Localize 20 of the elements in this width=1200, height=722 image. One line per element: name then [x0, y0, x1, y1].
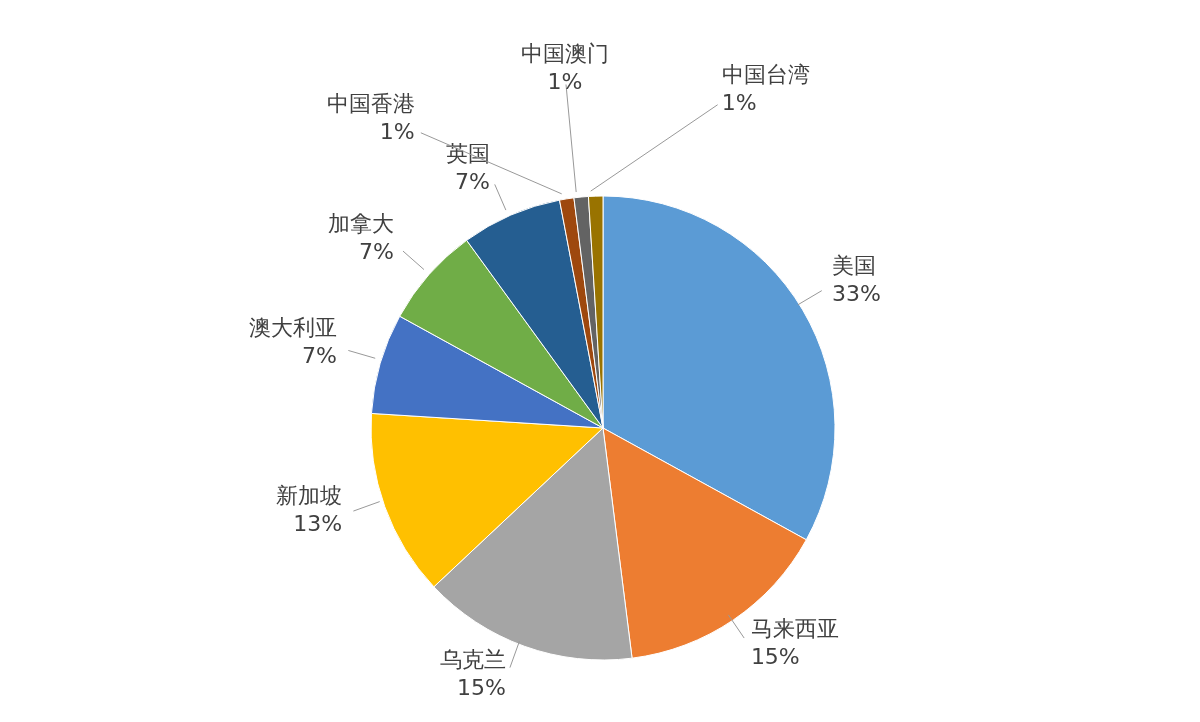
data-label: 1%	[379, 118, 415, 144]
slice-label: 中国香港	[326, 90, 415, 116]
data-label: 13%	[293, 511, 343, 537]
data-label: 7%	[455, 169, 490, 195]
data-label: 15%	[750, 643, 800, 669]
slice-label: 英国	[445, 141, 490, 167]
data-label: 7%	[301, 343, 337, 369]
data-label: 7%	[359, 239, 394, 265]
data-label: 33%	[832, 280, 882, 306]
slice-label: 乌克兰	[439, 646, 506, 672]
slice-label: 中国台湾	[721, 61, 810, 87]
slice-label: 新加坡	[276, 483, 343, 509]
data-label: 15%	[456, 674, 506, 700]
data-label: 1%	[721, 89, 757, 115]
slice-label: 中国澳门	[520, 40, 609, 66]
slice-label: 美国	[832, 252, 877, 278]
data-label: 1%	[547, 68, 583, 94]
slice-label: 马来西亚	[750, 615, 839, 641]
slice-label: 加拿大	[327, 211, 394, 237]
slice-label: 澳大利亚	[248, 315, 337, 341]
